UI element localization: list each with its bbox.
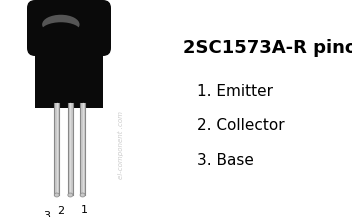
Text: 3. Base: 3. Base <box>197 153 254 168</box>
Ellipse shape <box>68 193 73 197</box>
Bar <box>68 103 73 195</box>
Bar <box>80 103 85 195</box>
Text: el-component .com: el-component .com <box>118 111 124 179</box>
Bar <box>54 103 59 195</box>
Text: 2: 2 <box>57 206 64 216</box>
Text: 3: 3 <box>43 211 50 217</box>
Bar <box>35 38 103 108</box>
Text: 1: 1 <box>81 205 88 215</box>
Ellipse shape <box>80 193 85 197</box>
Text: 2SC1573A-R pinout: 2SC1573A-R pinout <box>183 39 352 57</box>
Ellipse shape <box>42 15 80 34</box>
FancyBboxPatch shape <box>27 0 111 56</box>
Text: 2. Collector: 2. Collector <box>197 118 285 133</box>
Ellipse shape <box>40 22 81 42</box>
Ellipse shape <box>54 193 59 197</box>
Text: 1. Emitter: 1. Emitter <box>197 84 273 99</box>
